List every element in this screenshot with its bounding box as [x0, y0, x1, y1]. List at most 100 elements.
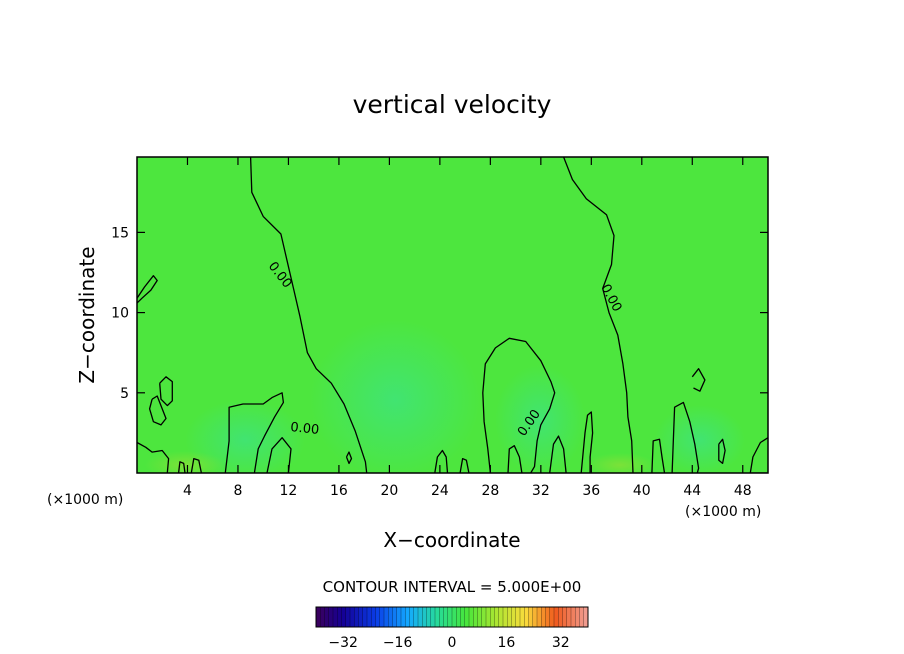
- x-tick-label: 4: [183, 483, 192, 499]
- x-unit-right: (×1000 m): [685, 504, 761, 520]
- x-tick-label: 44: [683, 483, 701, 499]
- colorbar-tick-label: −32: [328, 635, 358, 651]
- contour-line: [651, 438, 666, 473]
- colorbar-cell: [375, 607, 381, 627]
- contour-line: [249, 157, 368, 473]
- colorbar-cell: [571, 607, 576, 627]
- colorbar-cell: [545, 607, 551, 627]
- plot-frame: [136, 156, 769, 474]
- zero-contours: [137, 157, 768, 473]
- contour-line: [507, 445, 523, 473]
- colorbar-cell: [401, 607, 406, 627]
- contour-line: [434, 449, 449, 473]
- colorbar-cell: [392, 607, 398, 627]
- field-shade: [655, 405, 745, 473]
- y-tick-label: 5: [120, 386, 129, 402]
- colorbar-cell: [490, 607, 495, 627]
- contour-line: [580, 411, 594, 473]
- colorbar-tick-label: 32: [552, 635, 570, 651]
- field-shade: [145, 451, 225, 473]
- x-tick-label: 16: [330, 483, 348, 499]
- colorbar-cell: [566, 607, 572, 627]
- contour-line: [691, 368, 706, 392]
- x-tick-label: 24: [431, 483, 449, 499]
- contour-line: [718, 438, 726, 465]
- colorbar-cell: [426, 607, 432, 627]
- colorbar-cell: [507, 607, 512, 627]
- colorbar-tick-labels: −32 −16 0 16 32: [328, 635, 569, 651]
- contour-line: [749, 437, 768, 473]
- colorbar-cell: [532, 607, 538, 627]
- chart-title: vertical velocity: [353, 90, 552, 119]
- x-axis-label: X−coordinate: [383, 528, 520, 552]
- colorbar-cell: [405, 607, 410, 627]
- contour-line: [562, 157, 634, 473]
- contour-line: [459, 457, 470, 473]
- colorbar-cell: [358, 607, 364, 627]
- contour-line: [224, 392, 285, 473]
- x-tick-label: 12: [280, 483, 298, 499]
- colorbar-cell: [469, 607, 474, 627]
- colorbar-cell: [541, 607, 546, 627]
- colorbar-cell: [418, 607, 423, 627]
- colorbar-cell: [549, 607, 555, 627]
- colorbar-cell: [430, 607, 436, 627]
- colorbar-cell: [477, 607, 483, 627]
- colorbar-cell: [435, 607, 440, 627]
- colorbar-cell: [422, 607, 427, 627]
- colorbar-cell: [554, 607, 559, 627]
- colorbar-cell: [583, 607, 589, 627]
- colorbar: [315, 606, 589, 628]
- colorbar-cell: [456, 607, 461, 627]
- y-axis-label: Z−coordinate: [75, 246, 99, 383]
- colorbar-cell: [409, 607, 415, 627]
- colorbar-cell: [379, 607, 385, 627]
- colorbar-cell: [511, 607, 517, 627]
- colorbar-cell: [354, 607, 359, 627]
- contour-line: [266, 437, 292, 473]
- colorbar-cell: [524, 607, 529, 627]
- colorbar-cell: [494, 607, 500, 627]
- colorbar-cell: [350, 607, 355, 627]
- contour-line: [137, 441, 170, 473]
- contour-line: [177, 461, 186, 473]
- colorbar-cell: [515, 607, 521, 627]
- x-tick-label: 32: [532, 483, 550, 499]
- colorbar-tick-label: 0: [448, 635, 457, 651]
- colorbar-cell: [464, 607, 470, 627]
- contour-line: [671, 401, 700, 473]
- plot-area: [137, 157, 768, 473]
- colorbar-frame: [315, 606, 589, 628]
- contour-interval-label: CONTOUR INTERVAL = 5.000E+00: [323, 578, 582, 596]
- colorbar-cell: [443, 607, 449, 627]
- contour-line: [148, 395, 167, 426]
- contour-line: [549, 435, 567, 473]
- contour-line: [345, 451, 353, 465]
- x-tick-label: 48: [734, 483, 752, 499]
- colorbar-cell: [316, 607, 321, 627]
- colorbar-cell: [579, 607, 585, 627]
- field-shade: [585, 453, 655, 473]
- colorbar-cell: [362, 607, 368, 627]
- colorbar-cell: [413, 607, 419, 627]
- y-tick-label: 10: [111, 306, 129, 322]
- colorbar-tick-label: 16: [497, 635, 515, 651]
- colorbar-cell: [562, 607, 568, 627]
- colorbar-cell: [520, 607, 525, 627]
- colorbar-cell: [324, 607, 330, 627]
- colorbar-cell: [371, 607, 376, 627]
- x-unit-left: (×1000 m): [47, 492, 123, 508]
- contour-label: 0.00: [290, 420, 320, 438]
- contour-line: [190, 457, 203, 473]
- colorbar-cell: [503, 607, 508, 627]
- y-tick-label: 15: [111, 225, 129, 241]
- colorbar-cell: [481, 607, 487, 627]
- colorbar-cell: [384, 607, 389, 627]
- colorbar-cell: [447, 607, 453, 627]
- colorbar-tick-label: −16: [383, 635, 413, 651]
- colorbar-cell: [486, 607, 491, 627]
- field-shade: [310, 320, 480, 473]
- contour-line: [159, 376, 173, 407]
- colorbar-cell: [388, 607, 393, 627]
